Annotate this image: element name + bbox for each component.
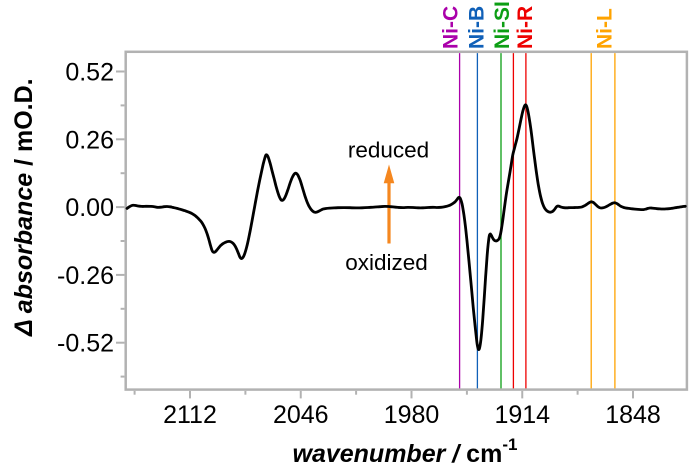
svg-text:0.00: 0.00 [65,194,114,222]
svg-text:0.26: 0.26 [65,126,114,154]
svg-text:1914: 1914 [494,401,550,429]
svg-text:1848: 1848 [605,401,661,429]
svg-text:oxidized: oxidized [345,250,428,275]
svg-text:2112: 2112 [163,401,217,429]
svg-text:wavenumber / cm-1: wavenumber / cm-1 [293,435,518,468]
svg-text:-0.52: -0.52 [57,330,114,358]
svg-text:1980: 1980 [384,401,440,429]
svg-text:Ni-B: Ni-B [466,6,489,49]
svg-text:Ni-R: Ni-R [514,6,537,49]
svg-text:Ni-C: Ni-C [440,6,463,49]
svg-text:Ni-L: Ni-L [594,8,617,49]
svg-text:Ni-SI: Ni-SI [491,1,514,49]
svg-text:2046: 2046 [273,401,329,429]
svg-text:0.52: 0.52 [65,59,114,87]
svg-text:-0.26: -0.26 [57,262,114,290]
svg-text:reduced: reduced [348,137,429,162]
svg-text:Δ absorbance / mO.D.: Δ absorbance / mO.D. [10,78,38,337]
